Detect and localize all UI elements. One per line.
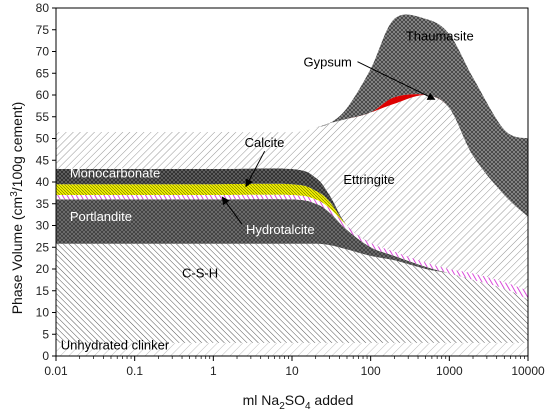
- y-tick-label: 65: [36, 66, 50, 80]
- label-thaumasite: Thaumasite: [406, 29, 474, 44]
- x-tick-label: 10: [285, 364, 299, 378]
- annotation-arrow-gypsum: [357, 61, 436, 100]
- x-tick-label: 1: [210, 364, 217, 378]
- label-ettringite: Ettringite: [343, 172, 394, 187]
- phase-areas: [56, 14, 528, 356]
- y-tick-label: 75: [36, 23, 50, 37]
- label-unhydrated-clinker: Unhydrated clinker: [61, 337, 170, 352]
- x-tick-label: 10000: [511, 364, 545, 378]
- area-ettringite: [56, 94, 528, 291]
- label-c-s-h: C-S-H: [182, 266, 218, 281]
- y-axis-title: Phase Volume (cm3/100g cement): [9, 102, 25, 315]
- area-calcite: [56, 183, 528, 291]
- y-tick-label: 70: [36, 45, 50, 59]
- area-monocarbonate: [56, 168, 528, 291]
- y-tick-label: 40: [36, 175, 50, 189]
- y-tick-label: 55: [36, 110, 50, 124]
- axis-ticks: 0 5 10 15 20 25 30 35 40 45 50 55 60 65 70 75 80 0.01 0.1 1…: [36, 1, 545, 378]
- y-tick-label: 60: [36, 88, 50, 102]
- label-calcite: Calcite: [245, 135, 285, 150]
- x-tick-label: 0.1: [126, 364, 143, 378]
- label-hydrotalcite: Hydrotalcite: [246, 222, 315, 237]
- y-tick-label: 35: [36, 197, 50, 211]
- y-tick-label: 15: [36, 284, 50, 298]
- y-tick-label: 45: [36, 153, 50, 167]
- y-tick-label: 25: [36, 240, 50, 254]
- y-tick-label: 50: [36, 132, 50, 146]
- x-tick-label: 0.01: [44, 364, 68, 378]
- y-tick-label: 20: [36, 262, 50, 276]
- label-gypsum: Gypsum: [303, 55, 351, 70]
- label-monocarbonate: Monocarbonate: [70, 166, 160, 181]
- x-axis-title: ml Na2SO4 added: [243, 392, 354, 412]
- y-tick-label: 80: [36, 1, 50, 15]
- y-tick-label: 5: [42, 327, 49, 341]
- x-tick-label: 1000: [436, 364, 463, 378]
- area-thaumasite: [56, 14, 528, 217]
- area-portlandite: [56, 199, 528, 300]
- label-portlandite: Portlandite: [70, 209, 132, 224]
- x-tick-label: 100: [361, 364, 381, 378]
- area-c-s-h: [56, 243, 528, 343]
- area-unhydrated-clinker: [56, 342, 528, 356]
- phase-annotations: Unhydrated clinker C-S-H Portlandite Monoca…: [61, 29, 474, 353]
- y-tick-label: 0: [42, 349, 49, 363]
- y-tick-label: 10: [36, 306, 50, 320]
- annotation-arrow-hydrotalcite: [221, 196, 243, 225]
- y-tick-label: 30: [36, 219, 50, 233]
- annotation-arrow-calcite: [245, 150, 266, 188]
